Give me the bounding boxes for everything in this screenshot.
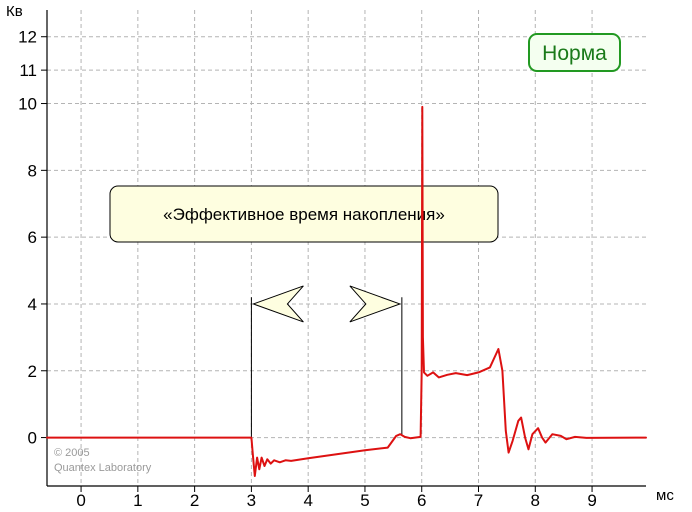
x-tick-label: 5 [360, 491, 369, 510]
annotation-label: «Эффективное время накопления» [163, 205, 445, 224]
y-tick-label: 12 [18, 28, 37, 47]
x-tick-label: 0 [76, 491, 85, 510]
copyright-owner: Quantex Laboratory [54, 462, 152, 474]
marker-arrow-right [349, 285, 402, 323]
series-layer [46, 105, 647, 477]
x-tick-label: 3 [247, 491, 256, 510]
x-tick-label: 6 [417, 491, 426, 510]
x-tick-label: 8 [531, 491, 540, 510]
status-badge-label: Норма [542, 42, 607, 65]
x-tick-label: 2 [190, 491, 199, 510]
series-line [46, 105, 647, 477]
copyright-notice: © 2005 Quantex Laboratory [54, 447, 152, 474]
grid [47, 10, 646, 486]
y-axis-label: Кв [6, 3, 23, 20]
status-badge: Норма [528, 33, 621, 72]
y-tick-label: 6 [28, 228, 37, 247]
y-tick-label: 2 [28, 362, 37, 381]
marker-arrow-left [251, 285, 304, 323]
annotation-callout: «Эффективное время накопления» [109, 185, 499, 243]
x-axis-label: мс [656, 487, 674, 504]
x-tick-label: 4 [303, 491, 312, 510]
copyright-year: © 2005 [54, 447, 90, 459]
x-tick-label: 1 [133, 491, 142, 510]
accumulation-markers [250, 285, 403, 440]
x-tick-label: 7 [474, 491, 483, 510]
status-badge-box [528, 33, 621, 72]
y-tick-label: 11 [19, 61, 37, 80]
y-tick-label: 0 [28, 429, 37, 448]
y-tick-labels: 0 2 4 6 8 10 11 12 [18, 28, 37, 448]
y-tick-label: 4 [28, 295, 37, 314]
y-tick-label: 8 [28, 161, 37, 180]
axes [41, 10, 646, 492]
x-tick-label: 9 [587, 491, 596, 510]
y-tick-label: 10 [18, 95, 37, 114]
annotation-box [109, 185, 499, 243]
x-tick-labels: 0 1 2 3 4 5 6 7 8 9 [76, 491, 596, 510]
